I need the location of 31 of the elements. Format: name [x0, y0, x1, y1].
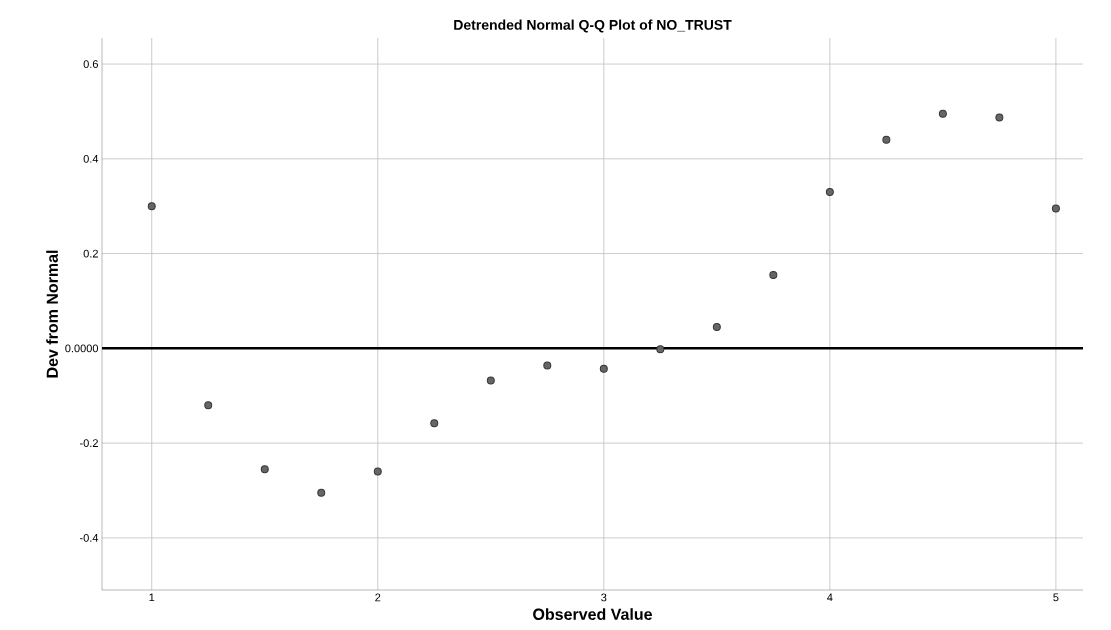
point	[712, 323, 721, 332]
point	[430, 419, 439, 428]
x-tick-label: 3	[601, 593, 607, 602]
point	[373, 467, 382, 476]
x-tick-label: 5	[1053, 593, 1059, 602]
y-tick-label: 0.6	[83, 60, 98, 68]
x-tick-label: 2	[375, 593, 381, 602]
point	[204, 401, 213, 410]
point	[317, 488, 326, 497]
point	[825, 187, 834, 196]
point	[769, 270, 778, 279]
point	[599, 364, 608, 373]
y-tick-label: -0.4	[80, 534, 99, 542]
y-tick-label: 0.4	[83, 154, 99, 163]
y-tick-label: 0.2	[83, 249, 98, 258]
y-tick-label: -0.2	[80, 439, 98, 448]
point	[147, 202, 156, 211]
y-tick-label: 0.0000	[65, 344, 99, 353]
point	[656, 345, 665, 354]
point	[938, 109, 947, 118]
point	[995, 113, 1004, 122]
point	[260, 465, 269, 474]
point	[543, 361, 552, 370]
x-tick-label: 4	[827, 593, 833, 602]
point	[882, 135, 891, 144]
chart-title: Detrended Normal Q-Q Plot of NO_TRUST	[454, 19, 732, 33]
x-axis-title: Observed Value	[533, 608, 652, 620]
y-axis-title: Dev from Normal	[46, 250, 58, 378]
point	[1051, 204, 1060, 213]
point	[486, 376, 495, 385]
x-tick-label: 1	[149, 593, 155, 602]
